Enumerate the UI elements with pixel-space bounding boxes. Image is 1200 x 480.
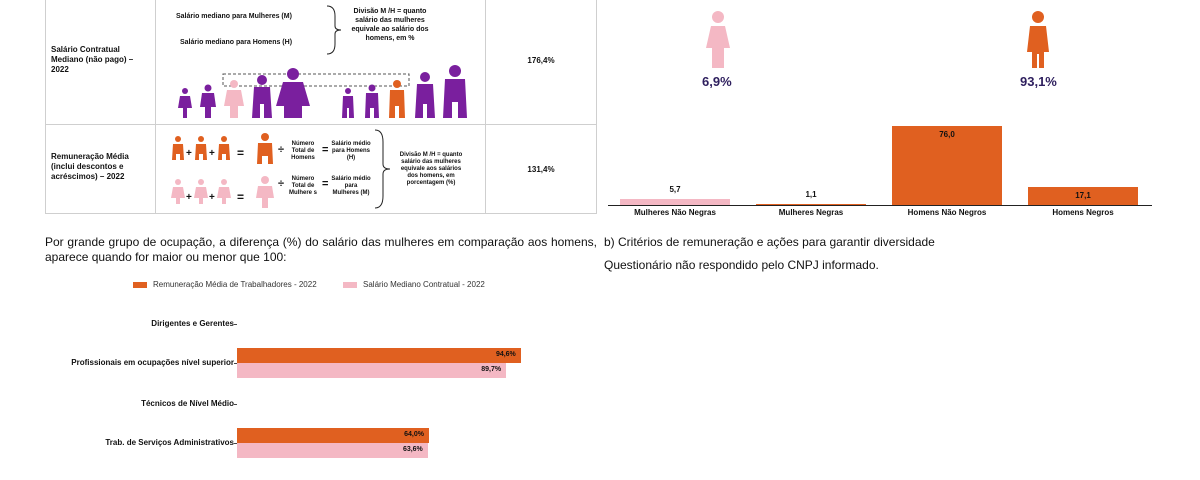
- women-count-text: Número Total de Mulhere s: [289, 176, 318, 196]
- contractual-salary-value: 176,4%: [527, 56, 555, 65]
- divide-icon: ÷: [278, 178, 285, 190]
- equals-icon: =: [322, 144, 329, 156]
- legend-item-remuneration: Remuneração Média de Trabalhadores - 202…: [133, 280, 317, 289]
- table-border-right: [596, 0, 597, 213]
- category-label: Dirigentes e Gerentes: [151, 319, 234, 328]
- people-figures-icon: [178, 65, 467, 118]
- row-label-contractual-salary: Salário Contratual Mediano (não pago) – …: [51, 45, 134, 74]
- occupation-paragraph: Por grande grupo de ocupação, a diferenç…: [45, 235, 597, 264]
- bar-1-0: 94,6%: [237, 348, 521, 363]
- bar-value-label: 89,7%: [481, 366, 502, 373]
- table-row-divider: [45, 124, 597, 125]
- bar-1: [756, 203, 866, 205]
- category-label: Técnicos de Nível Médio: [141, 399, 234, 408]
- svg-text:=: =: [237, 190, 244, 204]
- bar-0: [620, 199, 730, 205]
- men-percentage: 93,1%: [1020, 74, 1057, 89]
- table-divider: [485, 0, 486, 213]
- women-percentage: 6,9%: [702, 74, 732, 89]
- bar-value-label: 1,1: [805, 189, 817, 199]
- axis-tick: [234, 363, 237, 364]
- bar-2: [892, 126, 1002, 205]
- category-label: Mulheres Negras: [778, 208, 844, 217]
- man-icon: [1027, 11, 1049, 68]
- division-text: Divisão M /H = quanto salário das mulher…: [351, 8, 429, 42]
- bar-1-1: 89,7%: [237, 363, 507, 378]
- remuneration-table: Salário Contratual Mediano (não pago) – …: [45, 0, 597, 214]
- axis-tick: [234, 324, 237, 325]
- women-average-text: Salário médio para Mulheres (M): [331, 176, 371, 196]
- legend-label: Remuneração Média de Trabalhadores - 202…: [153, 280, 317, 289]
- division-text: Divisão M /H = quanto salário das mulher…: [399, 152, 463, 186]
- svg-text:+: +: [186, 192, 192, 203]
- average-remuneration-value: 131,4%: [527, 165, 555, 174]
- legend-swatch: [133, 281, 147, 288]
- axis-tick: [234, 443, 237, 444]
- bar-3-0: 64,0%: [237, 428, 429, 443]
- svg-text:+: +: [209, 148, 215, 159]
- men-median-text: Salário mediano para Homens (H): [180, 39, 293, 46]
- table-border-left: [45, 0, 46, 213]
- bar-value-label: 17,1: [1075, 191, 1091, 201]
- bar-value-label: 94,6%: [495, 351, 516, 358]
- section-b-heading: b) Critérios de remuneração e ações para…: [604, 235, 935, 249]
- category-label: Mulheres Não Negras: [634, 208, 716, 217]
- legend-label: Salário Mediano Contratual - 2022: [363, 280, 485, 289]
- bar-3-1: 63,6%: [237, 443, 428, 458]
- category-label: Homens Negros: [1052, 208, 1114, 217]
- axis-tick: [234, 404, 237, 405]
- men-count-text: Número Total de Homens: [291, 141, 315, 161]
- svg-text:+: +: [186, 148, 192, 159]
- people-equation-icon: + + = + + =: [171, 133, 274, 208]
- row-label-average-remuneration: Remuneração Média (inclui descontos e ac…: [51, 152, 129, 181]
- equals-icon: =: [322, 178, 329, 190]
- table-divider: [155, 0, 156, 213]
- men-average-text: Salário médio para Homens (H): [331, 141, 371, 161]
- category-label: Profissionais em ocupações nível superio…: [71, 358, 234, 367]
- women-median-text: Salário mediano para Mulheres (M): [176, 13, 292, 20]
- category-label: Homens Não Negros: [907, 208, 987, 217]
- dashed-median-box: [222, 73, 410, 87]
- svg-text:=: =: [237, 146, 244, 160]
- bar-value-label: 64,0%: [404, 431, 424, 438]
- woman-icon: [706, 11, 730, 68]
- divide-icon: ÷: [278, 144, 285, 156]
- chart-baseline: [608, 205, 1152, 206]
- category-label: Trab. de Serviços Administrativos: [105, 438, 234, 447]
- brace-icon: [374, 129, 391, 209]
- bar-value-label: 5,7: [669, 185, 681, 195]
- bar-value-label: 76,0: [939, 130, 955, 140]
- bar-3: [1028, 187, 1138, 205]
- legend-item-contractual: Salário Mediano Contratual - 2022: [343, 280, 485, 289]
- questionnaire-note: Questionário não respondido pelo CNPJ in…: [604, 258, 879, 272]
- legend-swatch: [343, 281, 357, 288]
- bar-value-label: 63,6%: [402, 446, 423, 453]
- svg-text:+: +: [209, 192, 215, 203]
- brace-icon: [326, 5, 342, 55]
